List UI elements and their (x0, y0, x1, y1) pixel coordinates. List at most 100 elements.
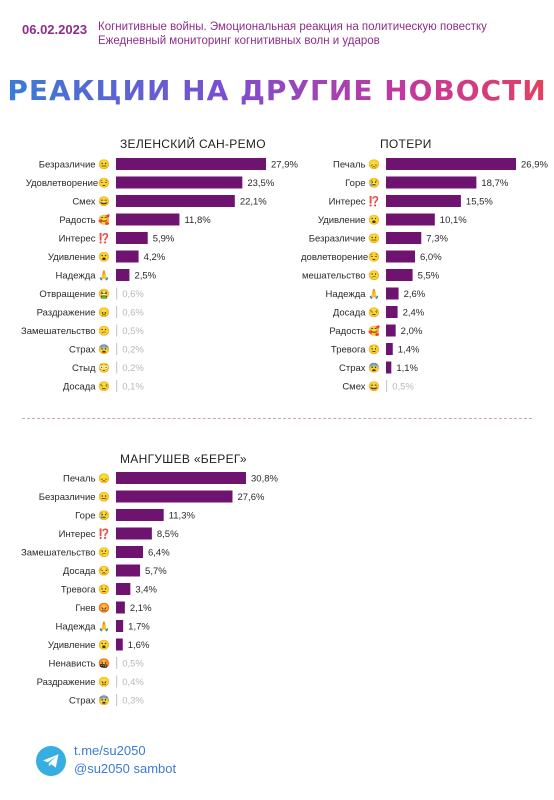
data-label: 0,2% (122, 363, 144, 374)
bar (116, 361, 118, 374)
category-label: Интерес ⁉️ (59, 528, 110, 540)
data-label: 0,6% (122, 289, 144, 300)
data-label: 0,3% (122, 696, 144, 707)
bar (386, 380, 388, 392)
category-label: Раздражение 😠 (37, 676, 110, 688)
data-label: 23,5% (247, 178, 274, 189)
channel-link[interactable]: t.me/su2050 (74, 743, 146, 758)
data-label: 6,4% (148, 548, 170, 559)
category-label: Удивление 😮 (48, 639, 110, 651)
data-label: 4,2% (144, 252, 166, 263)
category-label: Интерес ⁉️ (59, 233, 110, 245)
data-label: 0,6% (122, 308, 144, 319)
category-label: Удивление 😮 (318, 214, 380, 226)
category-label: Интерес ⁉️ (329, 196, 380, 208)
bar (116, 657, 118, 669)
data-label: 0,1% (122, 382, 144, 393)
category-label: Надежда 🙏 (55, 270, 110, 282)
bar (116, 564, 141, 577)
data-label: 30,8% (251, 474, 278, 485)
bar (116, 509, 164, 521)
bar (116, 232, 148, 244)
bar (116, 490, 233, 503)
data-label: 1,1% (396, 363, 418, 374)
data-label: 26,9% (521, 160, 548, 171)
bar (116, 472, 246, 484)
charts-canvas: ЗЕЛЕНСКИЙ САН-РЕМО Безразличие 😐 27,9% Удов… (21, 136, 549, 707)
bot-link[interactable]: @su2050 sambot (74, 761, 177, 776)
bar (386, 232, 422, 244)
bar (116, 638, 123, 651)
bar (386, 176, 477, 189)
data-label: 2,1% (130, 603, 152, 614)
category-label: Тревога 😟 (61, 584, 110, 596)
report-date: 06.02.2023 (22, 22, 88, 37)
data-label: 2,4% (403, 308, 425, 319)
category-label: Досада 😒 (333, 307, 380, 319)
bar (386, 324, 396, 337)
page-title: РЕАКЦИИ НА ДРУГИЕ НОВОСТИ (0, 74, 554, 107)
category-label: Безразличие 😐 (39, 159, 110, 171)
data-label: 5,5% (418, 271, 440, 282)
category-label: Печаль 😞 (63, 473, 110, 485)
bar (116, 213, 180, 226)
page-title-text: РЕАКЦИИ НА ДРУГИЕ НОВОСТИ (7, 74, 547, 107)
bar (116, 195, 235, 207)
footer-links: t.me/su2050 @su2050 sambot (74, 742, 176, 778)
category-label: Ненависть 🤬 (48, 658, 110, 670)
data-label: 11,8% (184, 215, 211, 226)
category-label: Страх 😨 (69, 695, 110, 707)
bar (116, 380, 118, 392)
category-label: Смех 😄 (72, 196, 110, 208)
data-label: 0,5% (392, 382, 414, 393)
bar (116, 527, 152, 540)
bar (386, 269, 413, 281)
category-label: Замешательство 😕 (21, 325, 110, 337)
data-label: 0,4% (122, 677, 144, 688)
category-label: Отвращение 🤮 (39, 288, 110, 300)
category-label: Радость 🥰 (329, 325, 380, 337)
report-subtitle-line2: Ежедневный мониторинг когнитивных волн и… (98, 35, 380, 47)
data-label: 7,3% (426, 234, 448, 245)
category-label: Печаль 😞 (333, 159, 380, 171)
data-label: 11,3% (169, 511, 196, 522)
bar (386, 213, 435, 226)
data-label: 27,6% (237, 492, 264, 503)
bar (116, 176, 243, 189)
category-label: Страх 😨 (339, 362, 380, 374)
data-label: 22,1% (240, 197, 267, 208)
category-label: Досада 😒 (63, 565, 110, 577)
bar (116, 306, 118, 318)
bar (116, 343, 118, 355)
telegram-icon[interactable] (36, 746, 66, 776)
bar (116, 546, 144, 558)
bar (386, 287, 399, 300)
data-label: 1,4% (398, 345, 420, 356)
chart-panel-1: ЗЕЛЕНСКИЙ САН-РЕМО Безразличие 😐 27,9% Удов… (21, 136, 299, 393)
data-label: 1,7% (128, 622, 150, 633)
bar (386, 158, 516, 170)
category-label: Раздражение 😠 (37, 307, 110, 319)
data-label: 10,1% (440, 215, 467, 226)
data-label: 3,4% (135, 585, 157, 596)
category-label: Удовлетворение😌 (26, 177, 110, 189)
data-label: 2,5% (134, 271, 156, 282)
report-subtitle-line1: Когнитивные войны. Эмоциональная реакция… (98, 21, 487, 33)
bar (386, 343, 393, 355)
category-label: Тревога 😟 (331, 344, 380, 356)
data-label: 1,6% (128, 640, 150, 651)
data-label: 5,9% (153, 234, 175, 245)
category-label: Досада 😒 (63, 381, 110, 393)
data-label: 2,0% (401, 326, 423, 337)
category-label: Радость 🥰 (59, 214, 110, 226)
chart-panel-3: МАНГУШЕВ «БЕРЕГ» Печаль 😞 30,8% Безразличие… (21, 452, 279, 707)
bar (116, 620, 124, 632)
bar (116, 287, 118, 300)
data-label: 5,7% (145, 566, 167, 577)
section-divider (22, 418, 532, 419)
bar (116, 694, 118, 706)
category-label: Горе 😢 (75, 510, 110, 522)
chart-title: ЗЕЛЕНСКИЙ САН-РЕМО (120, 136, 266, 151)
bar (116, 324, 118, 337)
